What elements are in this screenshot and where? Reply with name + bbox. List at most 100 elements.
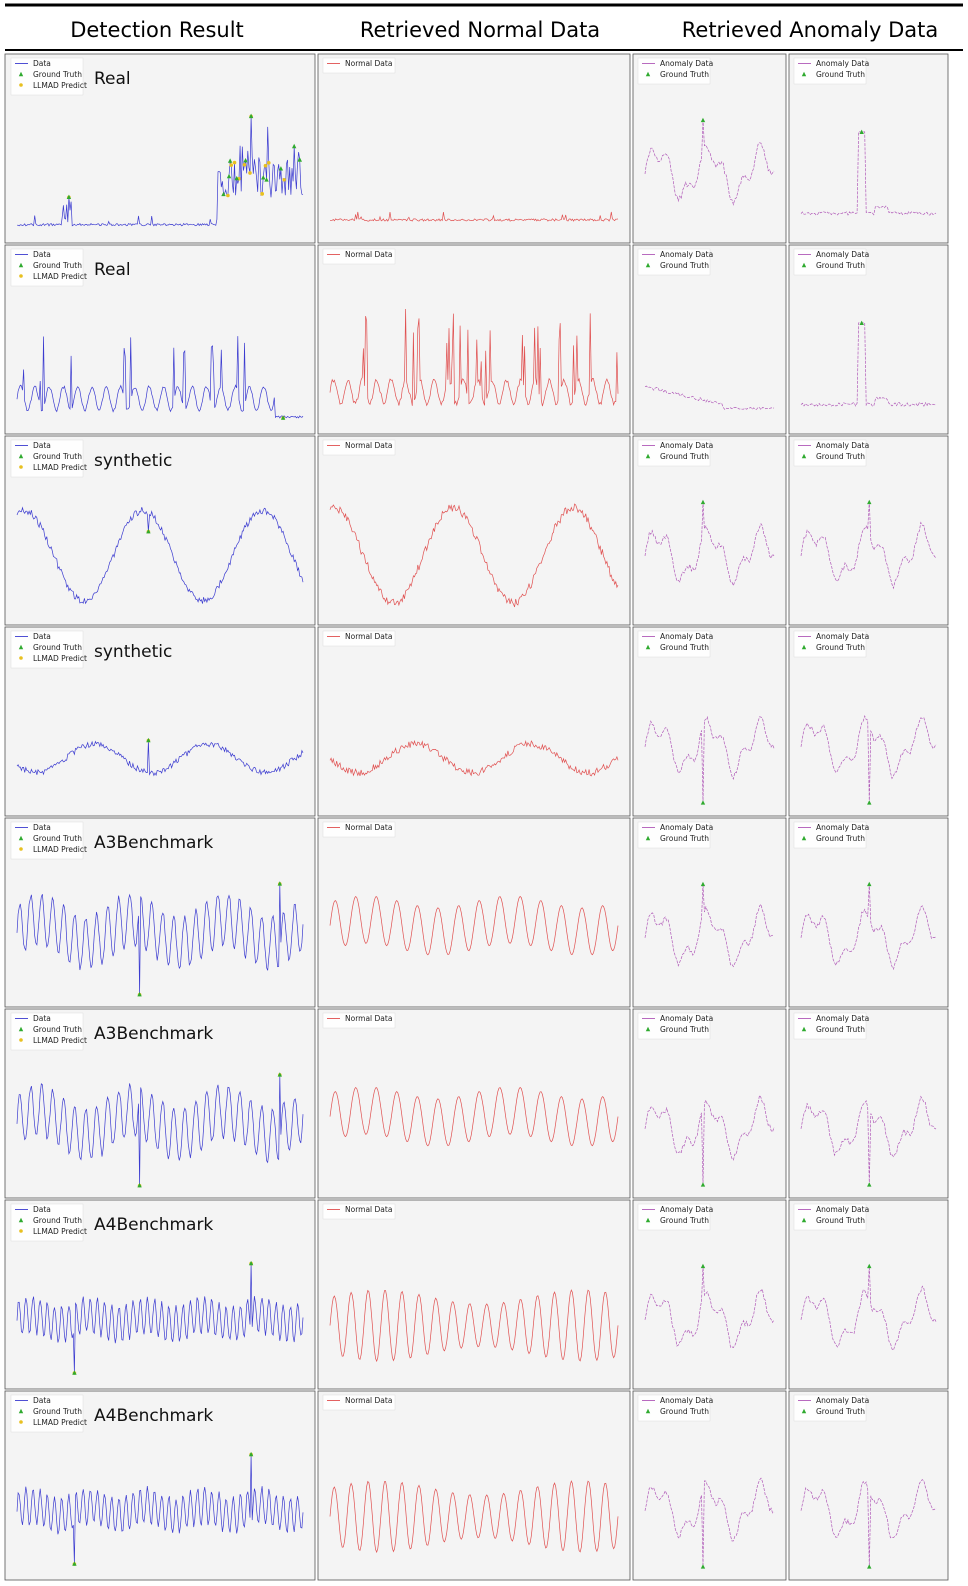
legend-label: Anomaly Data <box>816 1205 869 1214</box>
legend-label: Ground Truth <box>660 1216 709 1225</box>
detection-series-line <box>16 336 304 419</box>
legend-marker-swatch <box>801 453 807 459</box>
legend-label: LLMAD Predict <box>33 463 87 472</box>
normal-series-line <box>329 1086 619 1147</box>
panel-background <box>317 1008 631 1199</box>
panel-anomaly-8-3: Anomaly Data Ground Truth <box>632 1390 787 1581</box>
panel-background <box>788 817 949 1008</box>
panel-background <box>632 1390 787 1581</box>
legend-box <box>322 439 396 456</box>
panel-detection-1-1: Data Ground Truth LLMAD Predict Real <box>4 53 316 244</box>
legend-marker-swatch <box>19 83 23 87</box>
panel-background <box>317 817 631 1008</box>
legend-marker-swatch <box>18 1217 24 1223</box>
panel-anomaly-6-3: Anomaly Data Ground Truth <box>632 1008 787 1199</box>
legend-box <box>10 821 84 860</box>
panel-background <box>317 435 631 626</box>
llmad-predict-point <box>248 171 252 175</box>
legend-box <box>793 248 867 276</box>
ground-truth-point <box>264 177 269 182</box>
detection-series-line <box>16 506 304 605</box>
legend-marker-swatch <box>801 1026 807 1032</box>
legend-box <box>637 57 711 85</box>
panel-anomaly-4-3: Anomaly Data Ground Truth <box>632 626 787 817</box>
legend-label: Data <box>33 1205 51 1214</box>
ground-truth-point <box>261 175 266 180</box>
row-8: Data Ground Truth LLMAD Predict A4Benchmark… <box>4 1390 949 1581</box>
panel-detection-7-1: Data Ground Truth LLMAD Predict A4Benchmark <box>4 1199 316 1390</box>
legend-label: Ground Truth <box>816 834 865 843</box>
anomaly-series-line <box>644 883 775 968</box>
legend-label: Ground Truth <box>816 643 865 652</box>
legend-box <box>10 57 84 96</box>
panel-background <box>317 1199 631 1390</box>
ground-truth-point <box>72 1370 77 1375</box>
legend-marker-swatch <box>645 1026 651 1032</box>
ground-truth-point <box>146 737 151 743</box>
legend-label: Ground Truth <box>816 1025 865 1034</box>
ground-truth-point <box>291 143 297 149</box>
detection-series-line <box>16 740 304 777</box>
ground-truth-point <box>297 157 302 162</box>
legend-label: Anomaly Data <box>816 441 869 450</box>
panel-grid: Data Ground Truth LLMAD Predict Real Normal … <box>4 53 949 1581</box>
panel-anomaly-1-4: Anomaly Data Ground Truth <box>788 53 949 244</box>
panel-anomaly-4-4: Anomaly Data Ground Truth <box>788 626 949 817</box>
legend-marker-swatch <box>801 71 807 77</box>
dataset-label: Real <box>94 69 131 89</box>
ground-truth-point <box>700 800 706 805</box>
ground-truth-point <box>859 320 864 326</box>
legend-marker-swatch <box>18 71 24 77</box>
panel-anomaly-3-4: Anomaly Data Ground Truth <box>788 435 949 626</box>
panel-detection-2-1: Data Ground Truth LLMAD Predict Real <box>4 244 316 435</box>
panel-detection-4-1: Data Ground Truth LLMAD Predict synthetic <box>4 626 316 817</box>
legend-box <box>793 1203 867 1231</box>
anomaly-series-line <box>644 1094 775 1185</box>
legend-box <box>322 57 396 74</box>
panel-anomaly-6-4: Anomaly Data Ground Truth <box>788 1008 949 1199</box>
llmad-predict-point <box>232 160 237 165</box>
legend-marker-swatch <box>19 1038 23 1042</box>
ground-truth-point <box>146 529 151 534</box>
legend-marker-swatch <box>801 1217 807 1223</box>
anomaly-series-line <box>800 1479 937 1567</box>
legend-label: Ground Truth <box>33 1025 82 1034</box>
legend-label: Anomaly Data <box>660 1396 713 1405</box>
dataset-label: Real <box>94 260 131 280</box>
legend-label: Anomaly Data <box>816 1014 869 1023</box>
legend-label: Ground Truth <box>33 261 82 270</box>
anomaly-series-line <box>800 322 937 407</box>
legend-box <box>793 1012 867 1040</box>
legend-label: Anomaly Data <box>816 823 869 832</box>
legend-label: Normal Data <box>345 1396 392 1405</box>
legend-box <box>10 1203 84 1242</box>
legend-label: Ground Truth <box>660 70 709 79</box>
legend-box <box>637 439 711 467</box>
panel-normal-8-2: Normal Data <box>317 1390 631 1581</box>
panel-background <box>317 53 631 244</box>
normal-series-line <box>329 895 619 956</box>
llmad-predict-point <box>266 161 271 165</box>
panel-anomaly-5-4: Anomaly Data Ground Truth <box>788 817 949 1008</box>
legend-marker-swatch <box>645 835 651 841</box>
panel-background <box>632 817 787 1008</box>
legend-label: Normal Data <box>345 1014 392 1023</box>
header-retrieved-normal: Retrieved Normal Data <box>360 18 600 42</box>
ground-truth-point <box>277 881 283 886</box>
panel-background <box>632 244 787 435</box>
legend-label: Normal Data <box>345 250 392 259</box>
legend-marker-swatch <box>19 656 23 660</box>
detection-series-line <box>17 116 304 227</box>
row-6: Data Ground Truth LLMAD Predict A3Benchmark… <box>4 1008 949 1199</box>
legend-label: Data <box>33 632 51 641</box>
header-detection-result: Detection Result <box>70 18 244 42</box>
anomaly-series-line <box>800 131 937 216</box>
legend-label: Normal Data <box>345 1205 392 1214</box>
legend-label: Ground Truth <box>660 1407 709 1416</box>
legend-marker-swatch <box>18 1408 24 1414</box>
legend-marker-swatch <box>18 835 24 841</box>
llmad-predict-point <box>282 177 287 182</box>
panel-detection-3-1: Data Ground Truth LLMAD Predict synthetic <box>4 435 316 626</box>
legend-label: LLMAD Predict <box>33 654 87 663</box>
legend-box <box>637 1394 711 1422</box>
